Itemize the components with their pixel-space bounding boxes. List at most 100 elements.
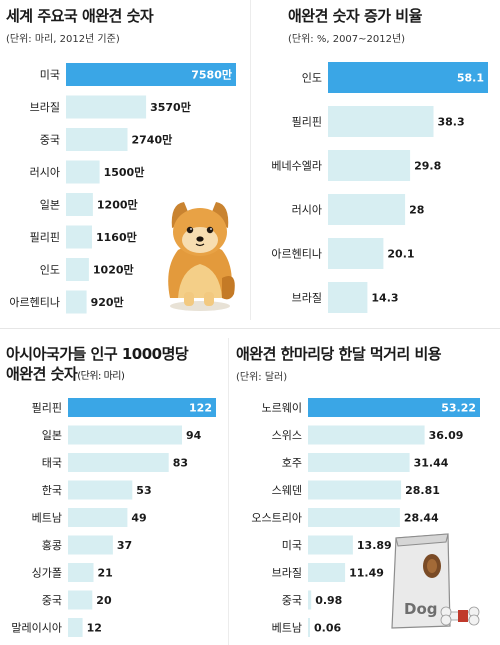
category-label: 싱가폴 — [32, 567, 62, 580]
value-label: 20.1 — [387, 248, 414, 261]
bar — [68, 480, 133, 500]
category-label: 일본 — [40, 198, 60, 212]
category-label: 중국 — [282, 594, 302, 607]
vertical-divider-bottom — [228, 338, 229, 645]
value-label: 20 — [96, 594, 112, 607]
value-label: 49 — [131, 512, 146, 525]
category-label: 스위스 — [272, 429, 302, 442]
category-label: 브라질 — [272, 567, 302, 580]
value-label: 37 — [117, 539, 132, 552]
bar — [66, 290, 87, 314]
category-label: 브라질 — [30, 101, 60, 114]
category-label: 스웨덴 — [272, 484, 302, 497]
bar-chart-svg: 인도 58.1 필리핀 38.3 베네수엘라 29.8 러시아 28 아르헨티나 20.1 브라질 1… — [271, 62, 488, 313]
value-label: 29.8 — [414, 160, 441, 173]
value-label: 2740만 — [132, 133, 173, 147]
category-label: 러시아 — [292, 204, 322, 217]
category-label: 일본 — [42, 428, 62, 442]
category-label: 러시아 — [30, 166, 60, 179]
chart-title-2: 애완견 숫자 — [6, 365, 78, 383]
value-label: 28.81 — [405, 484, 440, 497]
bar — [328, 106, 434, 137]
category-label: 오스트리아 — [251, 512, 302, 525]
chart-title: 아시아국가들 인구 1000명당 — [6, 345, 189, 363]
category-label: 중국 — [40, 134, 60, 147]
category-label: 미국 — [282, 539, 302, 552]
bar — [68, 590, 93, 610]
bar — [328, 282, 368, 313]
value-label: 28.44 — [404, 512, 439, 525]
bar — [328, 238, 384, 269]
bar — [66, 95, 147, 119]
category-label: 홍콩 — [42, 538, 62, 552]
bar — [68, 563, 94, 582]
category-label: 중국 — [42, 594, 62, 607]
value-label: 0.98 — [315, 594, 342, 607]
category-label: 브라질 — [292, 292, 322, 305]
bar — [308, 398, 480, 417]
bar — [66, 128, 128, 151]
category-label: 인도 — [302, 72, 322, 85]
value-label: 12 — [87, 622, 102, 635]
value-label: 53 — [136, 484, 151, 497]
chart-asia-dogs-per-1000: 아시아국가들 인구 1000명당 애완견 숫자(단위: 마리) 필리핀 122 일본… — [0, 338, 228, 645]
vertical-divider-top — [250, 0, 251, 320]
value-label: 28 — [409, 204, 424, 217]
bar — [308, 508, 400, 527]
category-label: 베트남 — [32, 512, 62, 525]
value-label: 1500만 — [104, 165, 145, 179]
value-label: 38.3 — [438, 116, 465, 129]
dog-bone-icon — [440, 606, 480, 626]
bar — [308, 425, 425, 445]
chart-subtitle: (단위: 달러) — [236, 372, 288, 383]
bar — [308, 563, 346, 582]
bar — [66, 225, 92, 249]
chart-title-line2: 애완견 숫자(단위: 마리) — [6, 364, 125, 387]
bar — [68, 535, 113, 555]
category-label: 베트남 — [272, 622, 302, 635]
value-label: 58.1 — [457, 72, 484, 85]
value-label: 36.09 — [429, 429, 464, 442]
bar — [308, 535, 353, 555]
bar — [308, 618, 310, 637]
value-label: 1020만 — [93, 263, 134, 277]
bar — [68, 425, 182, 445]
category-label: 인도 — [40, 264, 60, 277]
bar — [308, 453, 410, 472]
value-label: 1200만 — [97, 198, 138, 212]
bar — [68, 453, 169, 472]
bar — [66, 193, 93, 216]
chart-title: 애완견 한마리당 한달 먹거리 비용 — [236, 345, 442, 363]
bar — [328, 194, 406, 225]
bar — [66, 160, 100, 184]
value-label: 122 — [189, 402, 212, 415]
category-label: 아르헨티나 — [9, 296, 60, 309]
chart-title: 애완견 숫자 증가 비율 — [288, 7, 422, 25]
value-label: 3570만 — [150, 100, 191, 114]
value-label: 0.06 — [314, 622, 341, 635]
value-label: 94 — [186, 429, 202, 442]
bar — [68, 508, 128, 527]
horizontal-divider — [0, 328, 500, 329]
chart-subtitle: (단위: %, 2007~2012년) — [288, 34, 406, 45]
chart-world-dog-population: 세계 주요국 애완견 숫자 (단위: 마리, 2012년 기준) 미국 7580만… — [0, 0, 250, 320]
category-label: 필리핀 — [32, 402, 62, 415]
value-label: 83 — [173, 457, 188, 470]
category-label: 노르웨이 — [262, 402, 302, 415]
chart-monthly-food-cost: 애완견 한마리당 한달 먹거리 비용 (단위: 달러) 노르웨이 53.22 스위스… — [228, 338, 500, 645]
value-label: 7580만 — [191, 68, 232, 82]
chart-subtitle: (단위: 마리, 2012년 기준) — [6, 34, 120, 45]
category-label: 한국 — [42, 484, 62, 497]
value-label: 13.89 — [357, 539, 392, 552]
chart-dog-growth-rate: 애완견 숫자 증가 비율 (단위: %, 2007~2012년) 인도 58.1 필… — [250, 0, 500, 320]
category-label: 태국 — [42, 457, 62, 470]
chart-title: 세계 주요국 애완견 숫자 — [6, 7, 154, 25]
category-label: 호주 — [282, 457, 302, 470]
dog-label-text: Dog — [404, 600, 438, 618]
bar — [66, 63, 236, 86]
category-label: 말레이시아 — [11, 622, 62, 635]
bar-chart-svg: 노르웨이 53.22 스위스 36.09 호주 31.44 스웨덴 28.81 오스트리아 28.… — [251, 398, 480, 637]
bar-chart-svg: 필리핀 122 일본 94 태국 83 한국 53 베트남 49 홍콩 37 싱가폴 21 중국 20 말레이시… — [11, 398, 216, 637]
value-label: 920만 — [91, 295, 124, 309]
